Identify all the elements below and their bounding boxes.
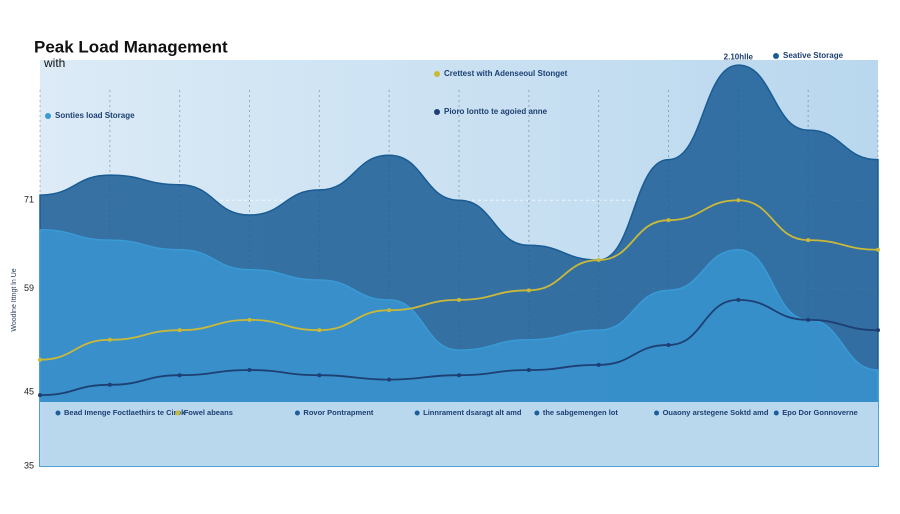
point — [317, 328, 322, 333]
point — [247, 368, 252, 373]
point — [177, 328, 182, 333]
point — [666, 218, 671, 223]
note-heading: the sabgemengen lot — [543, 408, 619, 417]
note-dot — [773, 410, 779, 416]
legend-swatch — [773, 53, 779, 59]
legend-swatch — [434, 71, 440, 77]
point — [457, 373, 461, 378]
legend: Seative Storage Sonties load Storage Crett… — [45, 51, 844, 120]
point — [107, 337, 112, 342]
y-tick-label: 71 — [24, 195, 34, 205]
point — [666, 342, 671, 347]
note-dot — [55, 410, 61, 416]
note-dot — [175, 410, 181, 416]
point — [107, 382, 112, 387]
legend-swatch — [45, 113, 51, 119]
point — [736, 198, 741, 203]
point — [526, 368, 531, 373]
point — [387, 377, 392, 382]
note-heading: Rovor Pontrapment — [303, 408, 374, 417]
note-heading: Epo Dor Gonnoverne — [782, 408, 857, 417]
point — [736, 297, 741, 302]
point — [526, 288, 531, 293]
legend-label: Seative Storage — [783, 51, 844, 60]
point — [876, 247, 880, 252]
y-tick-label: 59 — [24, 283, 34, 293]
y-axis-title: Woodlne Ittngt ln Ue — [11, 268, 18, 331]
note-heading: Fowel abeans — [184, 408, 233, 417]
point — [38, 357, 42, 362]
note-dot — [294, 410, 300, 416]
point — [177, 373, 182, 378]
legend-label: Sonties load Storage — [55, 111, 135, 120]
point — [317, 373, 322, 378]
point — [806, 238, 811, 243]
legend-label: Crettest with Adenseoul Stonget — [444, 69, 568, 78]
legend-swatch — [434, 109, 440, 115]
point — [38, 393, 42, 398]
point — [806, 317, 811, 322]
point — [387, 308, 392, 313]
point — [596, 258, 601, 263]
note-dot — [654, 410, 660, 416]
point — [457, 297, 461, 302]
legend-label: Pioro lontto te agoied anne — [444, 107, 548, 116]
chart-subtitle: with — [43, 56, 65, 70]
y-tick-label: 35 — [24, 460, 34, 470]
note-heading: Linnrament dsaragt alt amd — [423, 408, 522, 417]
point — [596, 362, 601, 367]
peak-label: 2.10hlle — [724, 52, 754, 61]
point — [876, 328, 880, 333]
y-tick-label: 45 — [24, 387, 34, 397]
chart-title: Peak Load Management — [34, 37, 228, 56]
note-dot — [414, 410, 420, 416]
note-heading: Bead Imenge Foctlaethirs te Cirok — [64, 408, 186, 417]
point — [247, 317, 252, 322]
note-heading: Ouaony arstegene Soktd amd — [663, 408, 769, 417]
note-dot — [534, 410, 540, 416]
